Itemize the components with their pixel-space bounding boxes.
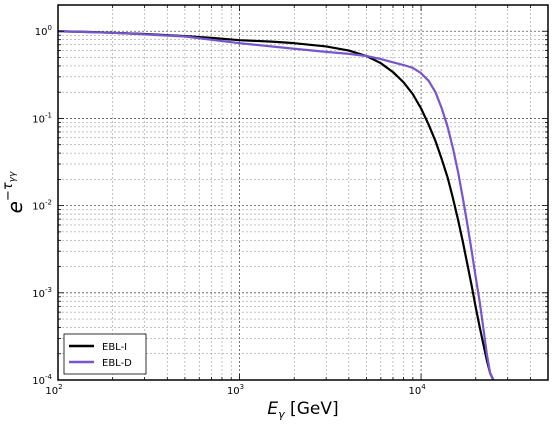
y-axis-label: e−τγγ bbox=[1, 171, 27, 213]
legend-label-ebl-d: EBL-D bbox=[102, 358, 132, 369]
tick-labels: 102 103 104 100 10-1 10-2 10-3 10-4 bbox=[32, 24, 426, 397]
y-tick-label: 10-3 bbox=[32, 286, 52, 300]
series-group bbox=[58, 30, 495, 380]
grid bbox=[57, 4, 549, 381]
series-line-ebl-d bbox=[58, 30, 495, 380]
series-line-ebl-i bbox=[58, 30, 495, 380]
tick-marks bbox=[57, 4, 549, 381]
legend-box bbox=[63, 333, 147, 375]
y-tick-label: 10-2 bbox=[32, 199, 52, 213]
x-tick-label: 103 bbox=[227, 383, 244, 397]
x-tick-label: 102 bbox=[45, 383, 62, 397]
y-tick-label: 100 bbox=[35, 24, 52, 38]
legend-label-ebl-i: EBL-I bbox=[102, 342, 127, 353]
x-tick-label: 104 bbox=[408, 383, 426, 397]
legend: EBL-I EBL-D bbox=[63, 333, 147, 375]
plot-frame bbox=[57, 4, 549, 381]
y-tick-label: 10-1 bbox=[32, 111, 52, 125]
y-tick-label: 10-4 bbox=[32, 373, 52, 387]
x-axis-label: Eγ [GeV] bbox=[267, 399, 338, 421]
